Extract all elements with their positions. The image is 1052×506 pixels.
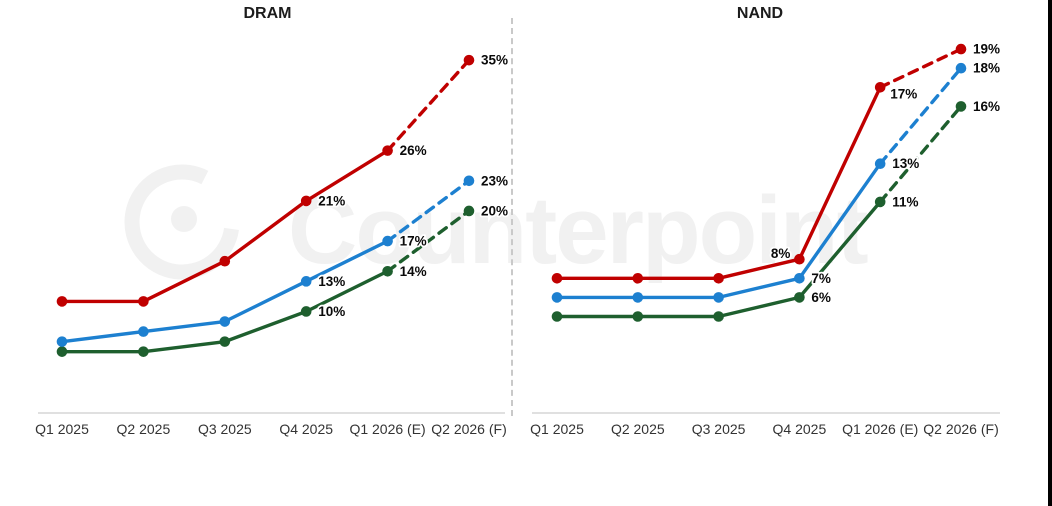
svg-text:16%: 16% bbox=[973, 99, 1000, 114]
svg-text:10%: 10% bbox=[318, 304, 345, 319]
svg-text:Q2 2026 (F): Q2 2026 (F) bbox=[431, 421, 506, 437]
svg-text:17%: 17% bbox=[400, 234, 427, 249]
svg-text:Q3 2025: Q3 2025 bbox=[692, 421, 746, 437]
nand-chart-title: NAND bbox=[736, 5, 784, 22]
svg-text:Q1 2025: Q1 2025 bbox=[35, 421, 89, 437]
svg-text:Q4 2025: Q4 2025 bbox=[279, 421, 333, 437]
svg-text:14%: 14% bbox=[400, 264, 427, 279]
screenshot-edge-artifact bbox=[1048, 0, 1052, 506]
svg-text:Q1 2026 (E): Q1 2026 (E) bbox=[349, 421, 425, 437]
svg-text:Q2 2026 (F): Q2 2026 (F) bbox=[923, 421, 998, 437]
svg-text:8%: 8% bbox=[771, 246, 791, 261]
svg-text:Q1 2025: Q1 2025 bbox=[530, 421, 584, 437]
legend: Low-end (<$200) DRAM: 6GB LPDDR4X NAND: … bbox=[0, 448, 1052, 506]
dram-chart-title: DRAM bbox=[243, 5, 292, 22]
line-charts-plot-area: Q1 2025 Q2 2025 Q3 2025 Q4 2025 Q1 2026 (E) Q… bbox=[35, 40, 1002, 437]
svg-text:Q2 2025: Q2 2025 bbox=[611, 421, 665, 437]
svg-text:18%: 18% bbox=[973, 61, 1000, 76]
svg-text:23%: 23% bbox=[481, 173, 508, 188]
svg-text:35%: 35% bbox=[481, 53, 508, 68]
svg-text:19%: 19% bbox=[973, 42, 1000, 57]
svg-text:11%: 11% bbox=[892, 194, 918, 209]
svg-text:26%: 26% bbox=[400, 143, 427, 158]
svg-text:21%: 21% bbox=[318, 193, 345, 208]
chart-separator-line bbox=[511, 18, 513, 416]
svg-text:Q1 2026 (E): Q1 2026 (E) bbox=[842, 421, 918, 437]
svg-text:17%: 17% bbox=[890, 86, 917, 101]
svg-text:6%: 6% bbox=[811, 290, 831, 305]
svg-text:20%: 20% bbox=[481, 203, 508, 218]
svg-text:13%: 13% bbox=[318, 274, 345, 289]
svg-text:13%: 13% bbox=[892, 156, 919, 171]
svg-text:7%: 7% bbox=[811, 271, 831, 286]
svg-text:Q2 2025: Q2 2025 bbox=[117, 421, 171, 437]
svg-text:Q3 2025: Q3 2025 bbox=[198, 421, 252, 437]
svg-text:Q4 2025: Q4 2025 bbox=[773, 421, 827, 437]
